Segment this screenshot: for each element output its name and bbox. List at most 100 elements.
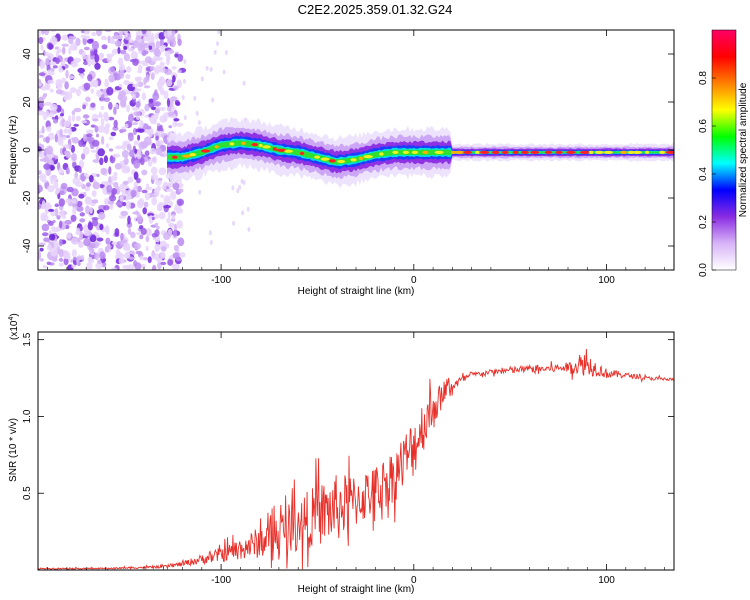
noise-speck bbox=[79, 225, 84, 232]
noise-speck bbox=[38, 131, 41, 139]
noise-speck bbox=[154, 48, 161, 55]
noise-speck bbox=[87, 256, 93, 262]
noise-speck bbox=[68, 75, 75, 80]
noise-speck bbox=[65, 198, 72, 204]
noise-speck bbox=[140, 264, 146, 269]
noise-speck bbox=[171, 214, 176, 221]
noise-speck bbox=[117, 57, 124, 66]
noise-speck bbox=[59, 147, 64, 155]
noise-speck bbox=[150, 72, 155, 80]
noise-speck bbox=[92, 159, 100, 163]
colorbar-tick-label: 0.4 bbox=[698, 167, 709, 181]
noise-speck bbox=[108, 74, 115, 83]
ridge-peak bbox=[450, 150, 457, 154]
noise-speck bbox=[58, 167, 65, 176]
noise-speck bbox=[96, 30, 102, 37]
noise-speck bbox=[139, 157, 145, 166]
noise-speck bbox=[211, 97, 215, 103]
noise-speck bbox=[77, 67, 85, 74]
noise-speck bbox=[38, 102, 45, 108]
noise-speck bbox=[40, 44, 44, 51]
noise-speck bbox=[91, 139, 100, 147]
noise-speck bbox=[177, 38, 182, 46]
noise-speck bbox=[156, 257, 163, 263]
noise-speck bbox=[44, 101, 53, 106]
snr-y-axis: 0.5 1.0 1.5 bbox=[22, 332, 674, 500]
noise-speck bbox=[154, 229, 160, 237]
noise-speck bbox=[59, 220, 63, 229]
noise-speck bbox=[111, 188, 118, 195]
noise-speck bbox=[64, 150, 71, 155]
noise-speck bbox=[130, 51, 138, 60]
noise-speck bbox=[171, 30, 176, 37]
noise-speck bbox=[54, 133, 58, 143]
noise-speck bbox=[111, 267, 118, 270]
noise-speck bbox=[43, 163, 51, 170]
noise-speck bbox=[86, 261, 93, 270]
noise-speck bbox=[172, 229, 178, 238]
noise-speck bbox=[121, 165, 129, 174]
noise-speck bbox=[172, 252, 180, 259]
noise-speck bbox=[121, 185, 130, 189]
noise-speck bbox=[48, 132, 55, 141]
noise-speck bbox=[175, 257, 182, 262]
noise-speck bbox=[76, 256, 80, 266]
x-tick-label: 0 bbox=[411, 275, 417, 286]
noise-speck bbox=[101, 44, 108, 50]
noise-speck bbox=[90, 124, 96, 128]
noise-speck bbox=[183, 115, 187, 121]
noise-speck bbox=[232, 220, 236, 226]
noise-speck bbox=[100, 167, 107, 175]
noise-speck bbox=[150, 224, 157, 228]
noise-speck bbox=[143, 50, 149, 55]
noise-speck bbox=[80, 34, 87, 39]
noise-speck bbox=[144, 103, 150, 112]
noise-speck bbox=[148, 98, 154, 104]
noise-speck bbox=[163, 195, 171, 204]
noise-speck bbox=[94, 125, 99, 133]
noise-speck bbox=[91, 31, 96, 37]
noise-speck bbox=[70, 214, 77, 222]
noise-speck bbox=[238, 184, 242, 190]
noise-speck bbox=[94, 252, 100, 261]
noise-speck bbox=[217, 30, 221, 35]
noise-speck bbox=[83, 82, 91, 91]
y-tick-label: 1.5 bbox=[22, 332, 33, 346]
noise-speck bbox=[112, 34, 121, 40]
noise-speck bbox=[118, 83, 123, 88]
noise-speck bbox=[134, 242, 141, 250]
ridge-peak bbox=[544, 150, 553, 154]
ridge-peak bbox=[363, 155, 373, 159]
noise-speck bbox=[132, 84, 138, 88]
noise-speck bbox=[50, 247, 58, 257]
noise-speck bbox=[136, 178, 141, 184]
noise-speck bbox=[79, 231, 84, 241]
noise-speck bbox=[164, 50, 171, 57]
noise-speck bbox=[144, 156, 149, 162]
noise-speck bbox=[71, 114, 76, 122]
noise-speck bbox=[47, 69, 51, 74]
noise-speck bbox=[151, 250, 156, 260]
noise-speck bbox=[46, 244, 53, 251]
noise-speck bbox=[50, 178, 54, 185]
noise-speck bbox=[69, 87, 77, 93]
ridge-peak bbox=[229, 142, 235, 146]
noise-speck bbox=[51, 257, 58, 262]
noise-speck bbox=[127, 47, 134, 52]
x-tick-label: -100 bbox=[211, 275, 231, 286]
noise-speck bbox=[123, 242, 130, 250]
noise-speck bbox=[171, 66, 177, 70]
noise-speck bbox=[71, 199, 77, 204]
ridge-peak bbox=[262, 145, 271, 149]
noise-speck bbox=[167, 105, 172, 112]
noise-speck bbox=[163, 181, 167, 190]
noise-speck bbox=[101, 181, 109, 185]
noise-speck bbox=[92, 181, 101, 190]
noise-speck bbox=[78, 166, 82, 174]
noise-speck bbox=[38, 82, 42, 87]
ridge-peak bbox=[350, 158, 357, 162]
noise-speck bbox=[128, 113, 134, 123]
noise-speck bbox=[135, 101, 141, 108]
noise-speck bbox=[71, 137, 79, 144]
